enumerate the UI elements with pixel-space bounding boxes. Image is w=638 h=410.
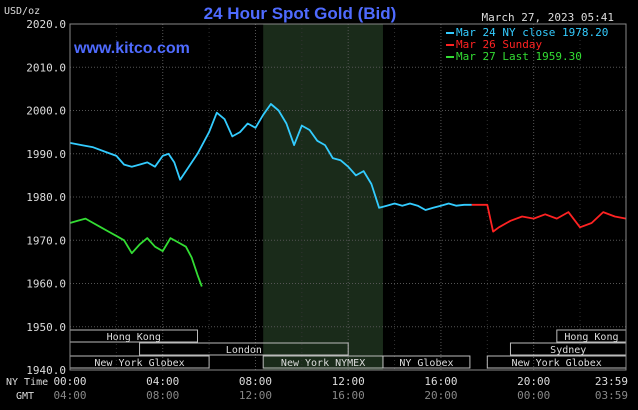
session-label: NY Globex	[399, 358, 453, 369]
x-tick-label-ny: 20:00	[517, 375, 550, 388]
x-tick-label-gmt: 20:00	[424, 389, 457, 402]
session-label: London	[226, 345, 262, 356]
x-axis-label-gmt: GMT	[16, 391, 34, 402]
session-label: Hong Kong	[107, 332, 161, 343]
session-label: New York NYMEX	[281, 358, 365, 369]
market-sessions: Hong Kong London New York Globex New York N…	[69, 329, 627, 369]
series-line	[69, 103, 472, 211]
nymex-session-shade	[263, 24, 383, 370]
y-tick-label: 2000.0	[26, 105, 66, 118]
y-tick-label: 1950.0	[26, 321, 66, 334]
y-tick-label: 2020.0	[26, 18, 66, 31]
session-label: Sydney	[550, 345, 586, 356]
x-tick-label-ny: 12:00	[332, 375, 365, 388]
legend-label: Mar 26 Sunday	[456, 38, 542, 51]
x-tick-label-ny: 08:00	[239, 375, 272, 388]
y-tick-label: 1990.0	[26, 148, 66, 161]
series-lines	[69, 103, 627, 287]
x-tick-label-gmt: 03:59	[595, 389, 628, 402]
x-tick-label-ny: 00:00	[53, 375, 86, 388]
y-tick-label: 1980.0	[26, 191, 66, 204]
x-tick-label-gmt: 16:00	[332, 389, 365, 402]
x-tick-label-gmt: 12:00	[239, 389, 272, 402]
session-box	[139, 342, 349, 356]
y-tick-label: 1970.0	[26, 234, 66, 247]
y-axis-label: USD/oz	[4, 6, 40, 17]
series-line	[471, 203, 627, 233]
x-tick-label-ny: 16:00	[424, 375, 457, 388]
x-tick-label-ny: 04:00	[146, 375, 179, 388]
x-tick-label-gmt: 04:00	[53, 389, 86, 402]
y-axis-ticks: 2020.0 2010.0 2000.0 1990.0 1980.0 1970.0 1960…	[26, 18, 66, 377]
series-line	[69, 217, 203, 287]
x-axis-label-ny: NY Time	[6, 377, 48, 388]
x-axis-ticks: 00:0004:0004:0008:0008:0012:0012:0016:00…	[53, 375, 628, 402]
session-label: New York Globex	[511, 358, 601, 369]
x-tick-label-gmt: 08:00	[146, 389, 179, 402]
session-label: New York Globex	[94, 358, 184, 369]
timestamp: March 27, 2023 05:41	[482, 11, 614, 24]
x-tick-label-gmt: 00:00	[517, 389, 550, 402]
watermark: www.kitco.com	[73, 40, 190, 57]
chart-title: 24 Hour Spot Gold (Bid)	[204, 4, 397, 23]
session-label: Hong Kong	[564, 332, 618, 343]
y-tick-label: 1960.0	[26, 278, 66, 291]
y-tick-label: 1940.0	[26, 364, 66, 377]
x-tick-label-ny: 23:59	[595, 375, 628, 388]
legend-label: Mar 27 Last 1959.30	[456, 50, 582, 63]
legend-label: Mar 24 NY close 1978.20	[456, 26, 608, 39]
session-box	[382, 355, 471, 369]
plot-frame	[69, 23, 627, 371]
y-tick-label: 2010.0	[26, 61, 66, 74]
